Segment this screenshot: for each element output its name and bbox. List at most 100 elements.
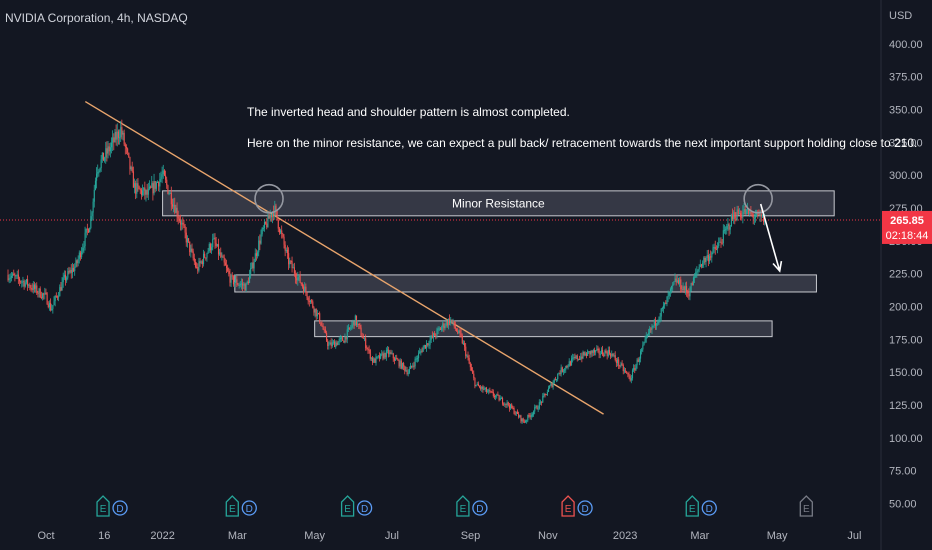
event-marker-group[interactable]: E xyxy=(799,495,813,517)
candle[interactable] xyxy=(700,263,703,269)
candle[interactable] xyxy=(305,283,307,296)
candle[interactable] xyxy=(449,314,451,326)
candle[interactable] xyxy=(199,257,201,267)
candle[interactable] xyxy=(504,402,506,407)
candle[interactable] xyxy=(163,169,165,177)
candle[interactable] xyxy=(646,333,648,339)
earnings-icon[interactable] xyxy=(685,495,699,517)
candle[interactable] xyxy=(680,276,682,293)
candle[interactable] xyxy=(412,362,414,369)
zone-support-210[interactable] xyxy=(234,274,817,293)
candle[interactable] xyxy=(197,263,199,274)
candle[interactable] xyxy=(668,291,670,300)
candle[interactable] xyxy=(636,358,638,369)
candle[interactable] xyxy=(68,266,70,275)
candle[interactable] xyxy=(688,288,690,300)
candle[interactable] xyxy=(319,311,321,324)
candle[interactable] xyxy=(288,247,290,270)
candle[interactable] xyxy=(20,280,22,284)
candle[interactable] xyxy=(706,250,708,261)
candle[interactable] xyxy=(390,349,392,355)
candle[interactable] xyxy=(697,269,699,275)
candle[interactable] xyxy=(158,181,160,192)
candle[interactable] xyxy=(513,406,515,415)
earnings-icon[interactable] xyxy=(799,495,813,517)
candle[interactable] xyxy=(687,289,689,298)
candle[interactable] xyxy=(15,274,17,280)
candle[interactable] xyxy=(644,335,646,344)
candle[interactable] xyxy=(729,224,731,235)
candle[interactable] xyxy=(154,180,156,193)
candle[interactable] xyxy=(13,269,15,276)
candle[interactable] xyxy=(215,237,217,249)
candle[interactable] xyxy=(44,287,46,300)
candle[interactable] xyxy=(515,411,517,417)
candle[interactable] xyxy=(520,414,522,424)
candle[interactable] xyxy=(25,278,27,285)
candle[interactable] xyxy=(212,233,214,251)
candle[interactable] xyxy=(464,340,466,351)
highlight-circle-1[interactable] xyxy=(254,183,284,214)
candle[interactable] xyxy=(283,234,285,249)
candle[interactable] xyxy=(556,378,558,383)
candle[interactable] xyxy=(112,130,114,152)
candle[interactable] xyxy=(676,275,678,284)
candle[interactable] xyxy=(286,245,289,259)
candle[interactable] xyxy=(134,178,136,194)
candle[interactable] xyxy=(43,292,45,300)
candle[interactable] xyxy=(331,338,333,348)
candle[interactable] xyxy=(404,365,406,375)
candle[interactable] xyxy=(90,209,92,230)
candle[interactable] xyxy=(730,213,732,227)
candle[interactable] xyxy=(205,257,207,261)
candle[interactable] xyxy=(604,349,606,357)
candle[interactable] xyxy=(17,269,19,284)
candle[interactable] xyxy=(652,325,654,329)
candle[interactable] xyxy=(709,253,711,264)
candle[interactable] xyxy=(111,137,113,154)
candle[interactable] xyxy=(491,388,493,394)
candle[interactable] xyxy=(405,366,407,373)
candle[interactable] xyxy=(594,347,596,356)
candle[interactable] xyxy=(304,282,306,293)
candle[interactable] xyxy=(97,164,99,178)
candle[interactable] xyxy=(496,393,498,399)
candle[interactable] xyxy=(574,353,576,360)
candle[interactable] xyxy=(240,278,243,290)
candle[interactable] xyxy=(201,259,203,268)
candle[interactable] xyxy=(349,327,351,331)
candle[interactable] xyxy=(554,376,556,381)
candle[interactable] xyxy=(495,394,497,401)
candle[interactable] xyxy=(311,299,313,304)
candle[interactable] xyxy=(626,370,628,375)
candle[interactable] xyxy=(621,360,623,366)
candle[interactable] xyxy=(33,281,36,293)
candle[interactable] xyxy=(679,277,681,287)
candle[interactable] xyxy=(358,323,360,330)
candle[interactable] xyxy=(28,283,30,288)
candle[interactable] xyxy=(366,345,368,351)
candle[interactable] xyxy=(335,340,337,349)
candle[interactable] xyxy=(364,337,366,342)
candle[interactable] xyxy=(344,333,346,344)
candle[interactable] xyxy=(398,359,400,369)
candle[interactable] xyxy=(597,345,599,353)
candle[interactable] xyxy=(181,219,183,231)
candle[interactable] xyxy=(186,235,188,248)
candle[interactable] xyxy=(281,225,283,239)
candle[interactable] xyxy=(250,262,252,279)
candle[interactable] xyxy=(117,129,119,145)
candle[interactable] xyxy=(473,370,475,381)
candle[interactable] xyxy=(505,403,507,408)
candle[interactable] xyxy=(606,350,608,360)
candle[interactable] xyxy=(316,309,318,320)
candle[interactable] xyxy=(429,335,431,350)
candle[interactable] xyxy=(575,355,577,359)
candle[interactable] xyxy=(150,185,152,189)
candle[interactable] xyxy=(459,327,461,338)
candle[interactable] xyxy=(329,340,331,345)
candle[interactable] xyxy=(641,347,643,355)
candle[interactable] xyxy=(67,267,69,280)
candle[interactable] xyxy=(605,348,607,354)
